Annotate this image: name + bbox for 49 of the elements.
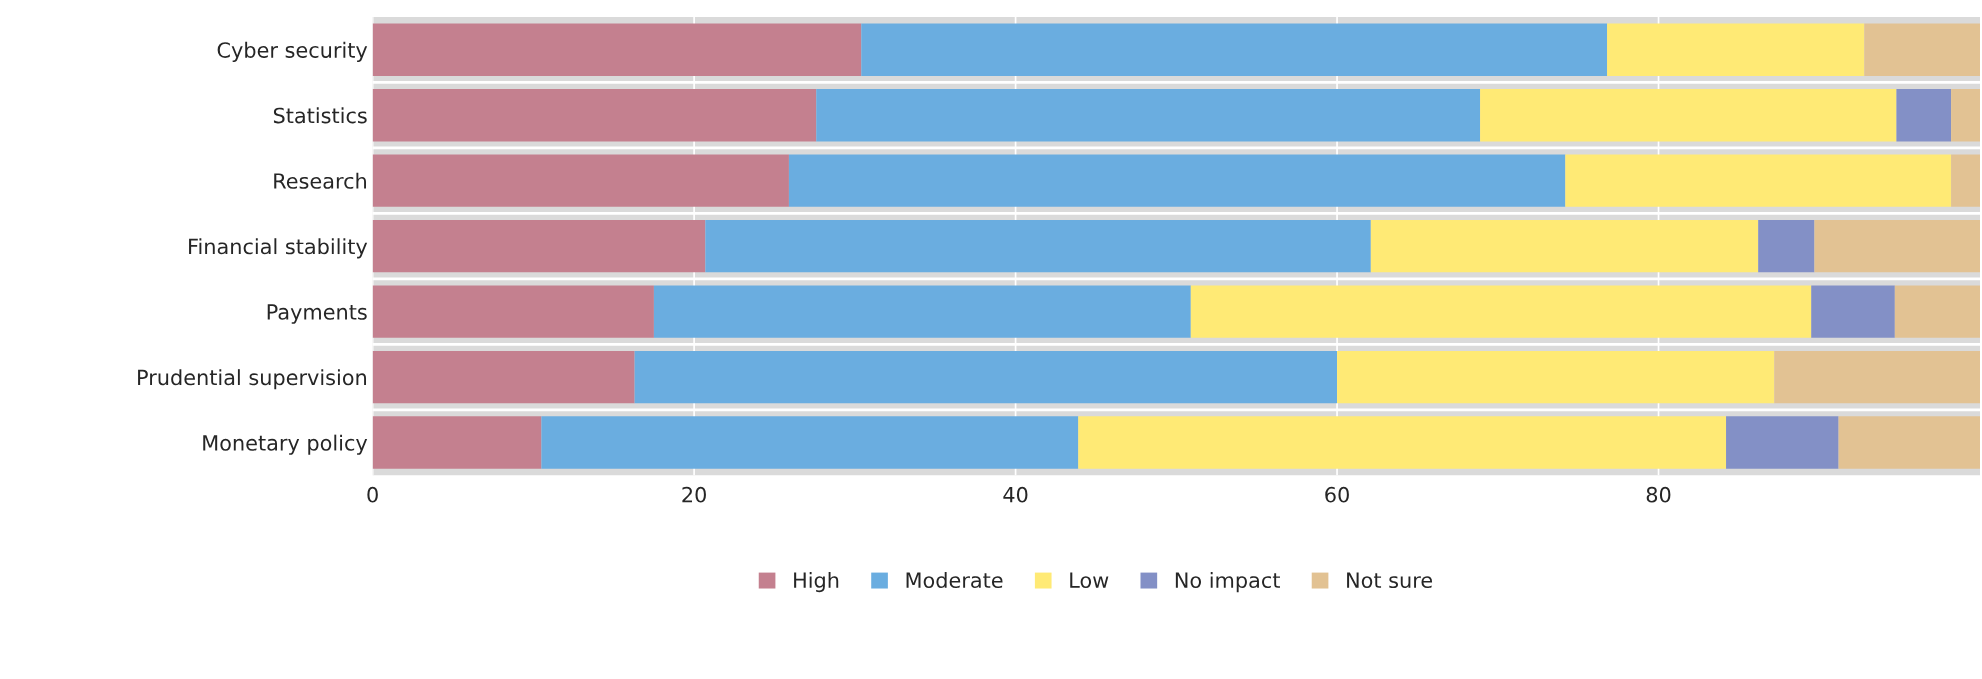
bar <box>1951 154 1981 207</box>
bar <box>1838 416 1981 469</box>
y-tick-label: Prudential supervision <box>138 369 366 390</box>
bar <box>1896 89 1952 142</box>
legend-label: Moderate <box>906 571 1003 589</box>
y-tick-label: Cyber security <box>217 41 368 62</box>
bar <box>372 350 635 404</box>
bar <box>372 285 654 338</box>
bar <box>1894 285 1981 338</box>
x-tick-label: 60 <box>1325 486 1349 503</box>
bar <box>1864 23 1981 76</box>
legend-label: Not sure <box>1347 572 1433 589</box>
bar <box>1774 350 1981 404</box>
x-tick-label: 80 <box>1646 486 1671 503</box>
bar <box>653 285 1191 338</box>
bar <box>372 154 789 207</box>
bar <box>1370 219 1759 273</box>
x-tick-label: 40 <box>1003 486 1028 503</box>
bar <box>1078 416 1727 469</box>
bar <box>1951 89 1981 142</box>
bar <box>1726 416 1839 469</box>
bar <box>705 219 1371 273</box>
bar <box>541 416 1079 469</box>
bar <box>634 350 1338 404</box>
x-tick-label: 20 <box>682 486 706 503</box>
x-tick-label: 0 <box>367 486 378 503</box>
bar <box>788 154 1566 207</box>
bar <box>372 23 862 76</box>
bar <box>1480 89 1897 142</box>
bar <box>1607 23 1865 76</box>
bar <box>372 219 706 273</box>
y-tick-label: Statistics <box>273 107 367 124</box>
bar <box>1811 285 1895 338</box>
bar <box>1814 219 1981 273</box>
y-tick-label: Financial stability <box>189 238 368 259</box>
bar <box>1758 219 1815 273</box>
legend-label: Low <box>1070 572 1109 589</box>
bar <box>1337 350 1775 404</box>
bar <box>1190 285 1812 338</box>
y-tick-label: Payments <box>267 304 367 324</box>
y-tick-label: Monetary policy <box>203 434 368 455</box>
legend-label: High <box>794 571 839 593</box>
bar <box>861 23 1608 76</box>
bar <box>816 89 1481 142</box>
bar <box>372 416 542 469</box>
legend-label: No impact <box>1175 571 1280 593</box>
y-tick-label: Research <box>274 172 366 189</box>
bar <box>1565 154 1952 207</box>
bar <box>372 89 817 142</box>
